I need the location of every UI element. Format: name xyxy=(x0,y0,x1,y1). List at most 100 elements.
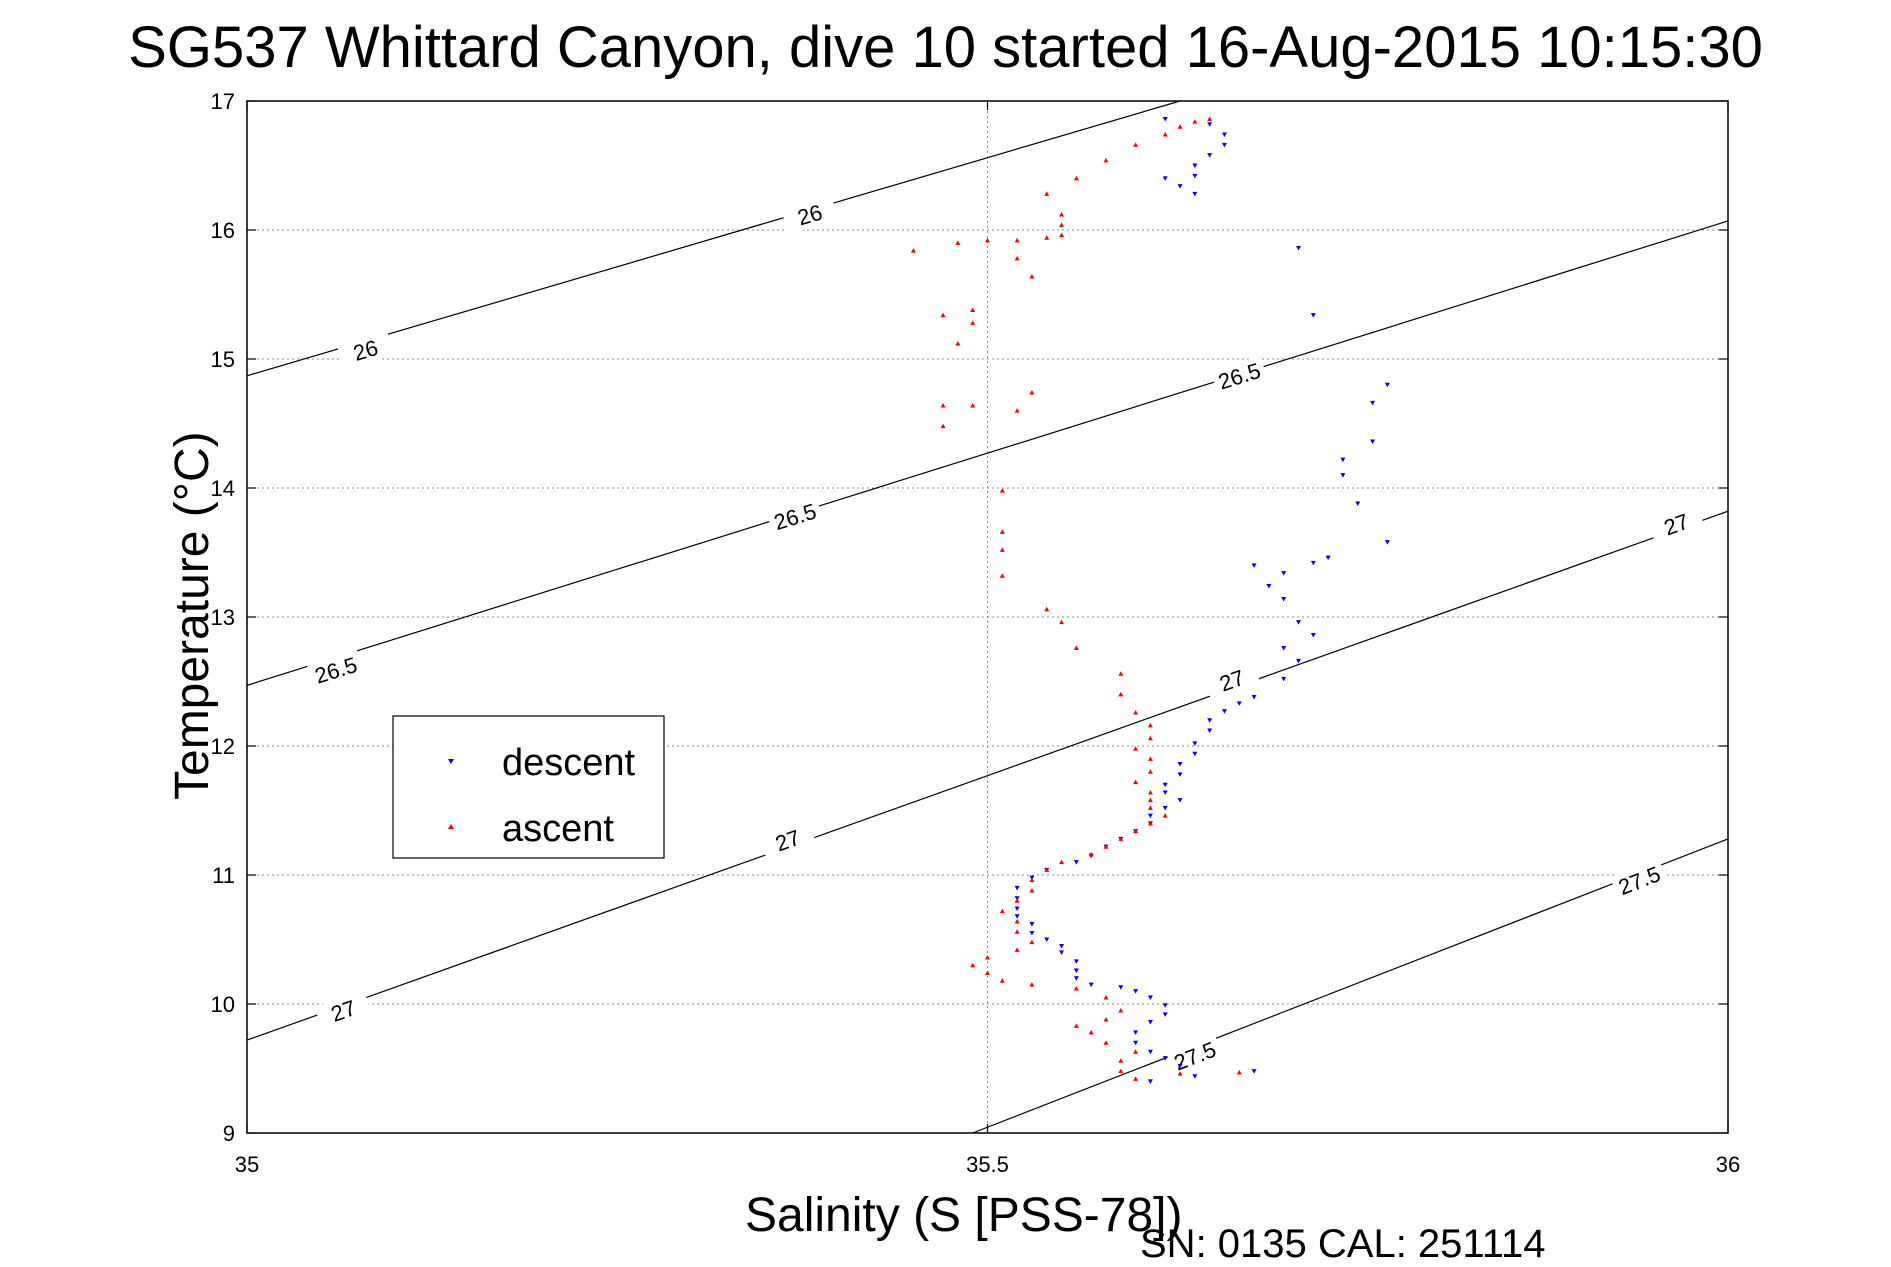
ascent-point xyxy=(1014,898,1020,903)
ascent-point xyxy=(940,312,946,318)
ascent-point xyxy=(1162,132,1168,137)
descent-point xyxy=(1177,184,1183,189)
chart-title: SG537 Whittard Canyon, dive 10 started 1… xyxy=(128,15,1763,80)
grid xyxy=(246,100,1729,1134)
descent-point xyxy=(1162,782,1168,788)
ascent-point xyxy=(999,547,1005,552)
contour-label-gap xyxy=(781,194,839,235)
ascent-point xyxy=(1103,1016,1109,1022)
ascent-point xyxy=(999,488,1005,493)
ascent-point xyxy=(1177,1071,1183,1076)
ascent-point xyxy=(1088,851,1094,857)
descent-point xyxy=(1310,560,1316,566)
descent-point xyxy=(1384,382,1390,388)
ascent-point xyxy=(1162,813,1168,818)
ascent-point xyxy=(999,529,1005,534)
descent-point xyxy=(1073,860,1079,865)
serial-calibration-note: SN: 0135 CAL: 251114 xyxy=(1140,1222,1546,1266)
ascent-point xyxy=(1073,175,1079,181)
ascent-point xyxy=(1029,982,1035,987)
ascent-point xyxy=(1147,789,1153,795)
ascent-point xyxy=(1192,119,1198,124)
ascent-point xyxy=(1044,867,1050,872)
y-tick-label: 12 xyxy=(211,734,235,759)
ascent-point xyxy=(1207,116,1213,122)
y-tick-label: 13 xyxy=(211,605,235,630)
descent-point xyxy=(1251,563,1257,568)
descent-point xyxy=(1059,950,1065,955)
ascent-point xyxy=(1103,1040,1109,1045)
ascent-point xyxy=(1044,606,1050,612)
ascent-point xyxy=(985,237,990,243)
ascent-point xyxy=(1014,255,1020,261)
descent-point xyxy=(1162,805,1168,811)
isopycnal-line xyxy=(246,510,1729,1041)
ascent-point xyxy=(1133,142,1139,147)
descent-point xyxy=(1133,1030,1139,1035)
y-axis-label: Temperature (°C) xyxy=(166,431,219,800)
descent-point xyxy=(1192,173,1198,179)
descent-point xyxy=(1221,132,1227,138)
descent-point xyxy=(1147,1020,1153,1025)
descent-point xyxy=(1281,645,1287,651)
y-tick-label: 9 xyxy=(223,1121,235,1146)
ascent-point xyxy=(1014,408,1020,413)
ascent-point xyxy=(1029,390,1035,395)
ascent-point xyxy=(1029,939,1035,945)
descent-point xyxy=(1162,1056,1168,1061)
descent-point xyxy=(1296,620,1302,625)
x-tick-label: 35.5 xyxy=(966,1152,1009,1177)
contour-label-gap xyxy=(336,330,395,370)
ascent-point xyxy=(970,402,976,408)
descent-point xyxy=(1162,790,1168,795)
ascent-point xyxy=(1029,887,1035,893)
ascent-point xyxy=(1088,1029,1094,1035)
descent-point xyxy=(1236,701,1242,706)
descent-point xyxy=(1177,1063,1183,1069)
contour-label-gap xyxy=(1203,659,1261,702)
isopycnal-line xyxy=(972,838,1729,1134)
descent-point xyxy=(1296,658,1302,664)
ascent-point xyxy=(1133,828,1139,834)
descent-point xyxy=(1355,501,1361,506)
ascent-point xyxy=(1014,237,1020,243)
isopycnal-line xyxy=(246,100,1181,377)
ascent-point xyxy=(1103,157,1109,163)
data-series xyxy=(910,116,1390,1084)
descent-point xyxy=(1088,982,1094,988)
ascent-point xyxy=(1147,769,1153,774)
descent-point xyxy=(1192,741,1198,746)
ascent-point xyxy=(985,955,990,960)
ascent-point xyxy=(1073,986,1079,991)
descent-point xyxy=(1325,555,1331,561)
ascent-point xyxy=(1118,1068,1124,1074)
ascent-point xyxy=(1133,1049,1139,1054)
descent-point xyxy=(1162,1012,1168,1017)
ascent-point xyxy=(1118,1058,1124,1063)
ascent-point xyxy=(1147,735,1153,741)
contour-label: 26.5 xyxy=(312,652,360,689)
contour-label-gap xyxy=(307,649,365,691)
descent-point xyxy=(1310,633,1316,638)
contour-label: 27.5 xyxy=(1171,1037,1220,1076)
ascent-point xyxy=(1103,844,1109,849)
descent-point xyxy=(1192,1074,1198,1079)
descent-point xyxy=(1044,937,1050,942)
descent-point xyxy=(1147,995,1153,1001)
ascent-point xyxy=(1118,1007,1124,1013)
ascent-point xyxy=(1147,820,1153,826)
descent-point xyxy=(1281,571,1287,576)
descent-point xyxy=(1221,709,1227,714)
legend: descent ascent xyxy=(392,715,665,859)
ascent-point xyxy=(1147,722,1153,728)
descent-point xyxy=(1059,943,1065,949)
ascent-point xyxy=(1059,619,1065,625)
descent-point xyxy=(1281,676,1287,682)
ascent-point xyxy=(1059,212,1065,217)
descent-point xyxy=(1310,313,1316,318)
descent-point xyxy=(1147,1079,1153,1084)
descent-point xyxy=(1281,596,1287,602)
ascent-point xyxy=(1044,235,1050,240)
contour-label-gap xyxy=(1210,355,1268,396)
ascent-point xyxy=(1014,947,1020,952)
